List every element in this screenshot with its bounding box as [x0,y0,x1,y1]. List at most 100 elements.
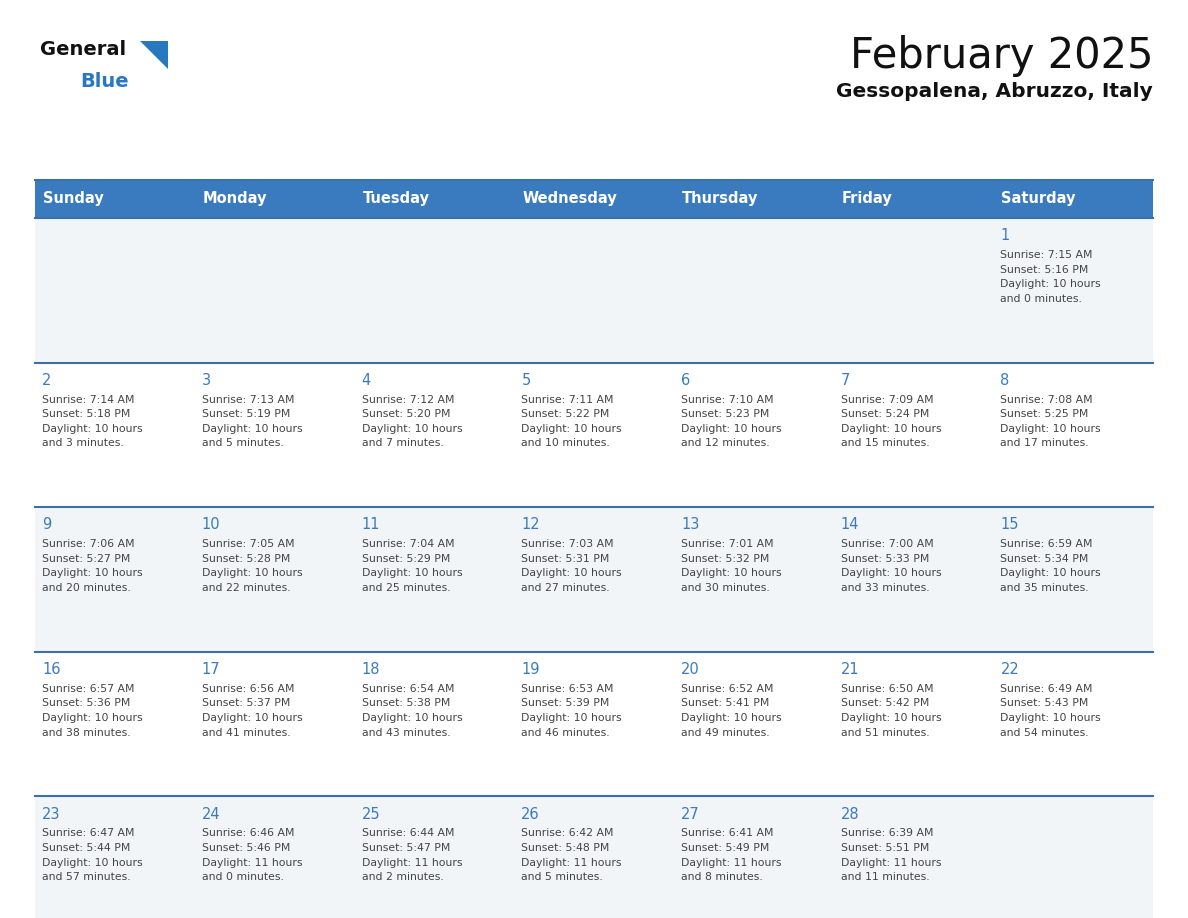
Text: Wednesday: Wednesday [523,192,617,207]
Text: Daylight: 11 hours: Daylight: 11 hours [681,857,782,868]
Text: Sunset: 5:27 PM: Sunset: 5:27 PM [43,554,131,564]
Text: and 49 minutes.: and 49 minutes. [681,728,770,738]
Text: Daylight: 10 hours: Daylight: 10 hours [522,568,623,578]
Text: Gessopalena, Abruzzo, Italy: Gessopalena, Abruzzo, Italy [836,82,1154,101]
Text: Daylight: 10 hours: Daylight: 10 hours [1000,424,1101,434]
Text: and 0 minutes.: and 0 minutes. [1000,294,1082,304]
Bar [993,508,1154,652]
Bar [195,218,354,363]
Text: Daylight: 10 hours: Daylight: 10 hours [1000,279,1101,289]
Text: 6: 6 [681,373,690,387]
Text: Sunday: Sunday [43,192,103,207]
Text: Sunrise: 6:42 AM: Sunrise: 6:42 AM [522,828,614,838]
Bar [993,218,1154,363]
Text: and 27 minutes.: and 27 minutes. [522,583,609,593]
Bar [514,180,674,218]
Bar [674,797,834,918]
Text: Friday: Friday [841,192,892,207]
Text: Sunrise: 7:14 AM: Sunrise: 7:14 AM [43,395,134,405]
Text: and 22 minutes.: and 22 minutes. [202,583,291,593]
Text: Sunrise: 7:12 AM: Sunrise: 7:12 AM [361,395,454,405]
Bar [514,797,674,918]
Bar [674,180,834,218]
Text: and 54 minutes.: and 54 minutes. [1000,728,1089,738]
Text: Sunrise: 6:39 AM: Sunrise: 6:39 AM [841,828,934,838]
Text: and 30 minutes.: and 30 minutes. [681,583,770,593]
Text: Sunrise: 7:15 AM: Sunrise: 7:15 AM [1000,250,1093,260]
Text: Sunset: 5:47 PM: Sunset: 5:47 PM [361,843,450,853]
Text: and 17 minutes.: and 17 minutes. [1000,439,1089,449]
Text: Sunrise: 6:41 AM: Sunrise: 6:41 AM [681,828,773,838]
Text: Sunset: 5:46 PM: Sunset: 5:46 PM [202,843,290,853]
Bar [354,508,514,652]
Text: and 46 minutes.: and 46 minutes. [522,728,609,738]
Text: 23: 23 [43,807,61,822]
Bar [195,363,354,508]
Text: 2: 2 [43,373,51,387]
Text: Sunrise: 6:49 AM: Sunrise: 6:49 AM [1000,684,1093,694]
Text: 24: 24 [202,807,221,822]
Text: and 41 minutes.: and 41 minutes. [202,728,291,738]
Text: Blue: Blue [80,72,128,91]
Text: Sunset: 5:34 PM: Sunset: 5:34 PM [1000,554,1089,564]
Bar [834,652,993,797]
Text: Sunrise: 6:46 AM: Sunrise: 6:46 AM [202,828,295,838]
Bar [34,508,195,652]
Bar [514,218,674,363]
Text: Sunset: 5:44 PM: Sunset: 5:44 PM [43,843,131,853]
Text: February 2025: February 2025 [849,35,1154,77]
Text: Sunrise: 6:59 AM: Sunrise: 6:59 AM [1000,539,1093,549]
Text: 11: 11 [361,518,380,532]
Bar [674,363,834,508]
Text: Sunrise: 7:00 AM: Sunrise: 7:00 AM [841,539,934,549]
Text: Sunset: 5:29 PM: Sunset: 5:29 PM [361,554,450,564]
Text: Sunset: 5:16 PM: Sunset: 5:16 PM [1000,264,1089,274]
Text: Sunset: 5:37 PM: Sunset: 5:37 PM [202,699,290,709]
Bar [674,508,834,652]
Text: 28: 28 [841,807,859,822]
Text: Daylight: 10 hours: Daylight: 10 hours [43,568,143,578]
Text: Sunrise: 7:03 AM: Sunrise: 7:03 AM [522,539,614,549]
Text: Sunset: 5:38 PM: Sunset: 5:38 PM [361,699,450,709]
Text: Daylight: 11 hours: Daylight: 11 hours [361,857,462,868]
Text: Daylight: 10 hours: Daylight: 10 hours [43,713,143,723]
Text: 22: 22 [1000,662,1019,677]
Bar [354,797,514,918]
Text: Sunset: 5:23 PM: Sunset: 5:23 PM [681,409,770,420]
Text: Sunset: 5:33 PM: Sunset: 5:33 PM [841,554,929,564]
Text: Daylight: 10 hours: Daylight: 10 hours [202,568,303,578]
Bar [195,797,354,918]
Text: 19: 19 [522,662,539,677]
Text: Sunrise: 6:54 AM: Sunrise: 6:54 AM [361,684,454,694]
Text: Sunrise: 6:50 AM: Sunrise: 6:50 AM [841,684,934,694]
Text: 13: 13 [681,518,700,532]
Text: Saturday: Saturday [1001,192,1076,207]
Text: Sunset: 5:22 PM: Sunset: 5:22 PM [522,409,609,420]
Text: Sunrise: 7:05 AM: Sunrise: 7:05 AM [202,539,295,549]
Text: 1: 1 [1000,228,1010,243]
Text: Daylight: 10 hours: Daylight: 10 hours [522,713,623,723]
Text: Daylight: 10 hours: Daylight: 10 hours [681,424,782,434]
Text: Sunrise: 6:44 AM: Sunrise: 6:44 AM [361,828,454,838]
Text: Sunset: 5:42 PM: Sunset: 5:42 PM [841,699,929,709]
Text: Sunrise: 7:10 AM: Sunrise: 7:10 AM [681,395,773,405]
Text: Sunset: 5:41 PM: Sunset: 5:41 PM [681,699,770,709]
Text: Sunrise: 6:47 AM: Sunrise: 6:47 AM [43,828,134,838]
Text: Sunset: 5:36 PM: Sunset: 5:36 PM [43,699,131,709]
Text: Sunset: 5:18 PM: Sunset: 5:18 PM [43,409,131,420]
Bar [674,218,834,363]
Text: 3: 3 [202,373,211,387]
Text: and 11 minutes.: and 11 minutes. [841,872,929,882]
Text: Sunset: 5:28 PM: Sunset: 5:28 PM [202,554,290,564]
Bar [514,508,674,652]
Text: Sunrise: 7:13 AM: Sunrise: 7:13 AM [202,395,295,405]
Text: Sunrise: 6:53 AM: Sunrise: 6:53 AM [522,684,614,694]
Text: Daylight: 10 hours: Daylight: 10 hours [202,424,303,434]
Text: Daylight: 10 hours: Daylight: 10 hours [361,713,462,723]
Text: 15: 15 [1000,518,1019,532]
Text: Sunset: 5:20 PM: Sunset: 5:20 PM [361,409,450,420]
Bar [195,652,354,797]
Text: Daylight: 10 hours: Daylight: 10 hours [841,713,941,723]
Text: 14: 14 [841,518,859,532]
Text: Tuesday: Tuesday [362,192,429,207]
